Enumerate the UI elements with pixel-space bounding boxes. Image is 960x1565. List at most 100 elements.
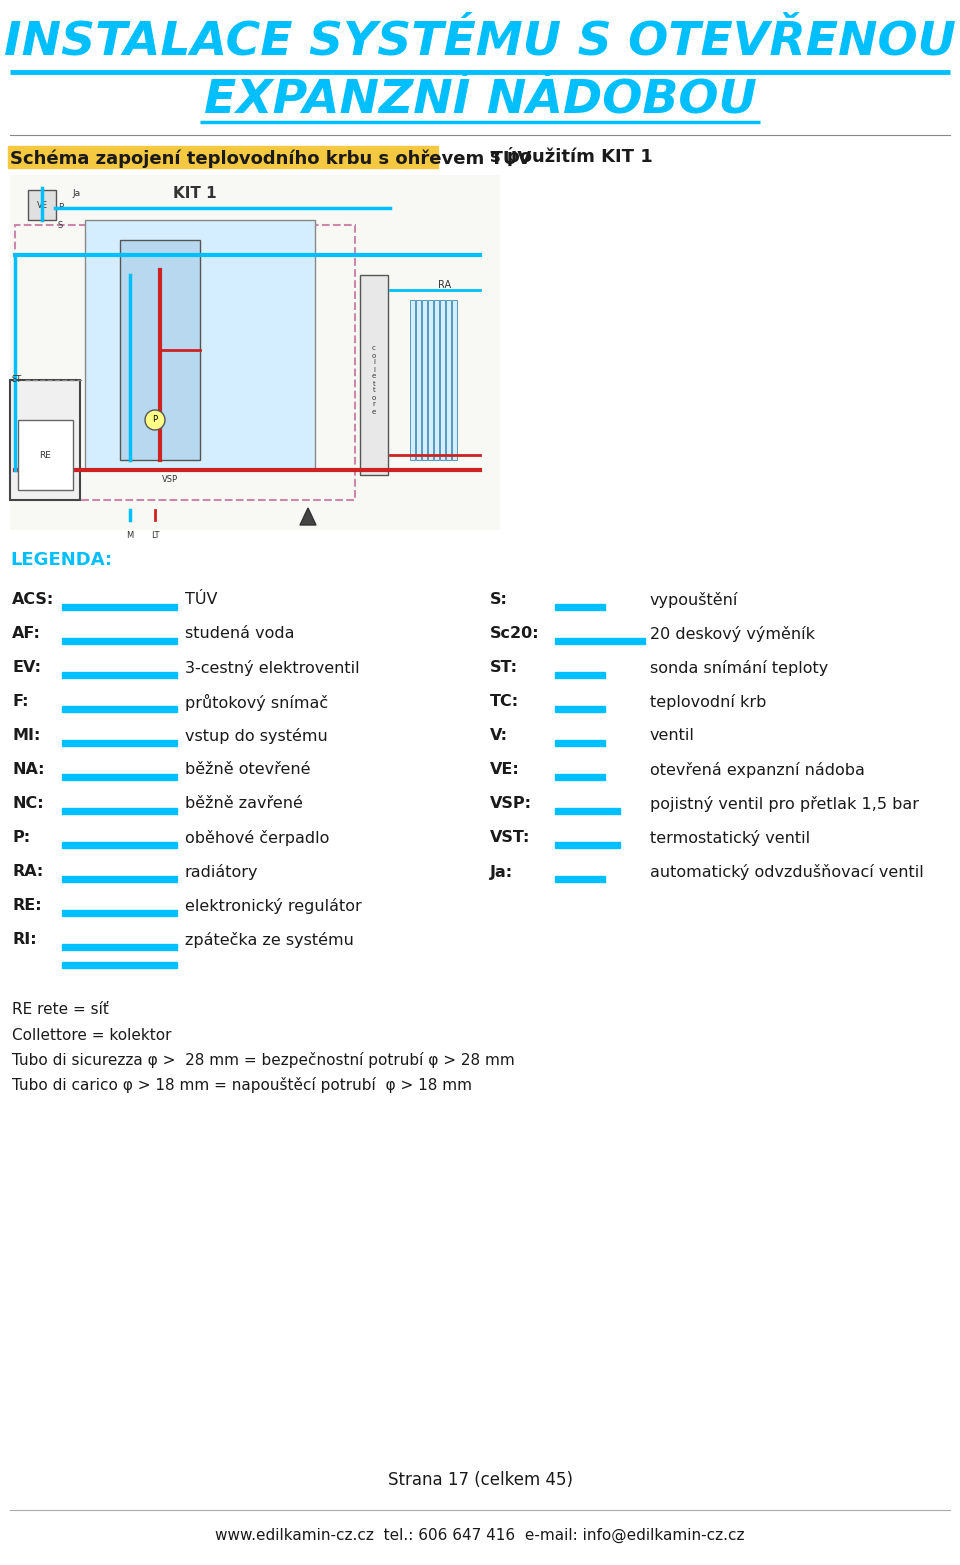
Bar <box>85 221 315 470</box>
Text: P: P <box>153 415 157 424</box>
Text: RI:: RI: <box>12 933 36 947</box>
Bar <box>28 189 56 221</box>
Text: ST: ST <box>12 376 22 385</box>
Text: studená voda: studená voda <box>185 626 295 642</box>
Bar <box>422 300 427 460</box>
Bar <box>62 909 177 916</box>
Text: TC:: TC: <box>490 695 519 709</box>
Text: RE rete = síť: RE rete = síť <box>12 1003 108 1017</box>
Bar <box>120 239 200 460</box>
Bar <box>416 300 421 460</box>
Text: KIT 1: KIT 1 <box>173 186 217 200</box>
Text: LEGENDA:: LEGENDA: <box>10 551 112 570</box>
Text: VSP:: VSP: <box>490 797 532 812</box>
Text: VE:: VE: <box>490 762 519 778</box>
Text: oběhové čerpadlo: oběhové čerpadlo <box>185 829 329 847</box>
Bar <box>62 808 177 814</box>
Bar <box>555 706 605 712</box>
Bar <box>555 671 605 678</box>
Text: průtokový snímač: průtokový snímač <box>185 693 328 711</box>
Bar <box>62 944 177 950</box>
Text: vypouštění: vypouštění <box>650 592 738 607</box>
Bar <box>555 604 605 610</box>
Text: S: S <box>58 221 63 230</box>
Text: NC:: NC: <box>12 797 43 812</box>
Text: P:: P: <box>12 831 30 845</box>
Text: B: B <box>58 203 64 213</box>
Bar <box>15 225 355 499</box>
Text: sonda snímání teploty: sonda snímání teploty <box>650 660 828 676</box>
Text: otevřená expanzní nádoba: otevřená expanzní nádoba <box>650 762 865 778</box>
Bar <box>10 380 80 499</box>
Text: teplovodní krb: teplovodní krb <box>650 693 766 711</box>
Text: www.edilkamin-cz.cz  tel.: 606 647 416  e-mail: info@edilkamin-cz.cz: www.edilkamin-cz.cz tel.: 606 647 416 e-… <box>215 1527 745 1543</box>
Text: Tubo di carico φ > 18 mm = napouštěcí potrubí  φ > 18 mm: Tubo di carico φ > 18 mm = napouštěcí po… <box>12 1077 472 1092</box>
Bar <box>555 876 605 883</box>
Text: EV:: EV: <box>12 660 41 676</box>
Text: NA:: NA: <box>12 762 44 778</box>
Bar <box>555 842 620 848</box>
Text: S:: S: <box>490 593 508 607</box>
Bar <box>428 300 433 460</box>
Text: Sc20:: Sc20: <box>490 626 540 642</box>
Bar <box>62 639 177 645</box>
Bar <box>555 808 620 814</box>
Text: RA:: RA: <box>12 864 43 880</box>
Text: VSP: VSP <box>162 476 178 485</box>
Text: Schéma zapojení teplovodního krbu s ohřevem TÚV: Schéma zapojení teplovodního krbu s ohře… <box>10 147 531 167</box>
Text: F:: F: <box>12 695 29 709</box>
Text: RA: RA <box>439 280 451 290</box>
Bar <box>18 419 73 490</box>
Text: radiátory: radiátory <box>185 864 258 880</box>
Text: ST:: ST: <box>490 660 518 676</box>
Text: AF:: AF: <box>12 626 41 642</box>
Bar <box>555 775 605 779</box>
Text: automatický odvzdušňovací ventil: automatický odvzdušňovací ventil <box>650 864 924 880</box>
Text: c
o
l
l
e
t
t
o
r
e: c o l l e t t o r e <box>372 346 376 415</box>
Bar <box>410 300 415 460</box>
Bar <box>62 962 177 969</box>
Text: LT: LT <box>151 531 159 540</box>
Bar <box>62 604 177 610</box>
Text: M: M <box>127 531 133 540</box>
Circle shape <box>145 410 165 430</box>
Text: ACS:: ACS: <box>12 593 55 607</box>
Bar <box>440 300 445 460</box>
Text: Ja:: Ja: <box>490 864 514 880</box>
Bar <box>10 175 500 531</box>
Text: EXPANZNÍ NÁDOBOU: EXPANZNÍ NÁDOBOU <box>204 78 756 122</box>
Text: Tubo di sicurezza φ >  28 mm = bezpečnostní potrubí φ > 28 mm: Tubo di sicurezza φ > 28 mm = bezpečnost… <box>12 1052 515 1067</box>
Text: RE:: RE: <box>12 898 41 914</box>
Text: VE: VE <box>36 200 47 210</box>
Text: pojistný ventil pro přetlak 1,5 bar: pojistný ventil pro přetlak 1,5 bar <box>650 797 919 812</box>
Text: Collettore = kolektor: Collettore = kolektor <box>12 1028 172 1042</box>
Bar <box>8 146 438 167</box>
Text: Strana 17 (celkem 45): Strana 17 (celkem 45) <box>388 1471 572 1488</box>
Bar <box>62 740 177 747</box>
Text: V:: V: <box>490 728 508 743</box>
Text: INSTALACE SYSTÉMU S OTEVŘENOU: INSTALACE SYSTÉMU S OTEVŘENOU <box>4 19 956 64</box>
Bar <box>446 300 451 460</box>
Text: zpátečka ze systému: zpátečka ze systému <box>185 933 354 948</box>
Text: s použitím KIT 1: s použitím KIT 1 <box>490 147 653 166</box>
Bar <box>452 300 457 460</box>
Bar <box>62 671 177 678</box>
Bar <box>62 842 177 848</box>
Text: vstup do systému: vstup do systému <box>185 728 327 743</box>
Bar <box>555 740 605 747</box>
Text: 20 deskový výměník: 20 deskový výměník <box>650 626 815 642</box>
Text: VST:: VST: <box>490 831 530 845</box>
Text: 3-cestný elektroventil: 3-cestný elektroventil <box>185 660 360 676</box>
Text: TÚV: TÚV <box>185 593 218 607</box>
Text: běžně otevřené: běžně otevřené <box>185 762 310 778</box>
Text: termostatický ventil: termostatický ventil <box>650 829 810 847</box>
Text: ventil: ventil <box>650 728 695 743</box>
Bar <box>434 300 439 460</box>
Bar <box>62 706 177 712</box>
Text: Ja: Ja <box>72 188 80 197</box>
Bar <box>555 639 645 645</box>
Text: RE: RE <box>39 451 51 460</box>
Text: MI:: MI: <box>12 728 40 743</box>
Bar <box>62 876 177 883</box>
Bar <box>360 275 388 476</box>
